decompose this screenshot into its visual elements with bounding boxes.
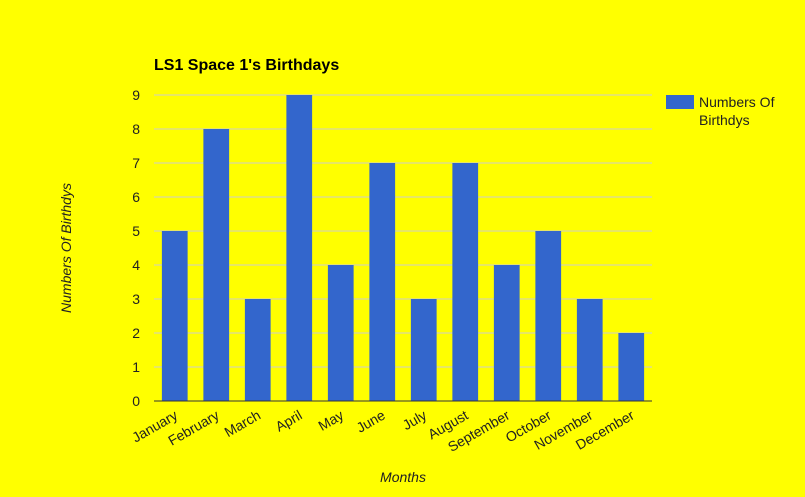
bar-january[interactable] bbox=[161, 231, 188, 401]
bars bbox=[161, 95, 645, 401]
legend: Numbers Of Birthdys bbox=[666, 94, 775, 128]
y-tick-label: 6 bbox=[132, 189, 140, 205]
y-tick-label: 9 bbox=[132, 87, 140, 103]
bar-june[interactable] bbox=[369, 163, 396, 401]
y-axis-ticks: 0 1 2 3 4 5 6 7 8 9 bbox=[132, 87, 140, 409]
bar-may[interactable] bbox=[327, 265, 354, 401]
y-tick-label: 1 bbox=[132, 359, 140, 375]
bar-july[interactable] bbox=[410, 299, 437, 401]
bar-october[interactable] bbox=[535, 231, 562, 401]
y-tick-label: 5 bbox=[132, 223, 140, 239]
y-tick-label: 4 bbox=[132, 257, 140, 273]
bar-february[interactable] bbox=[203, 129, 230, 401]
bar-april[interactable] bbox=[286, 95, 313, 401]
bar-november[interactable] bbox=[576, 299, 603, 401]
legend-swatch bbox=[666, 95, 694, 109]
chart-title: LS1 Space 1's Birthdays bbox=[154, 57, 339, 74]
legend-label-line-1: Numbers Of bbox=[699, 94, 775, 110]
y-tick-label: 7 bbox=[132, 155, 140, 171]
y-tick-label: 3 bbox=[132, 291, 140, 307]
y-axis-title: Numbers Of Birthdys bbox=[58, 183, 74, 313]
bar-august[interactable] bbox=[452, 163, 479, 401]
y-tick-label: 2 bbox=[132, 325, 140, 341]
y-tick-label: 8 bbox=[132, 121, 140, 137]
x-axis-title: Months bbox=[380, 469, 426, 485]
legend-label-line-2: Birthdys bbox=[699, 112, 750, 128]
bar-december[interactable] bbox=[618, 333, 645, 401]
gridlines bbox=[154, 94, 652, 368]
bar-march[interactable] bbox=[244, 299, 271, 401]
y-tick-label: 0 bbox=[132, 393, 140, 409]
bar-september[interactable] bbox=[493, 265, 520, 401]
